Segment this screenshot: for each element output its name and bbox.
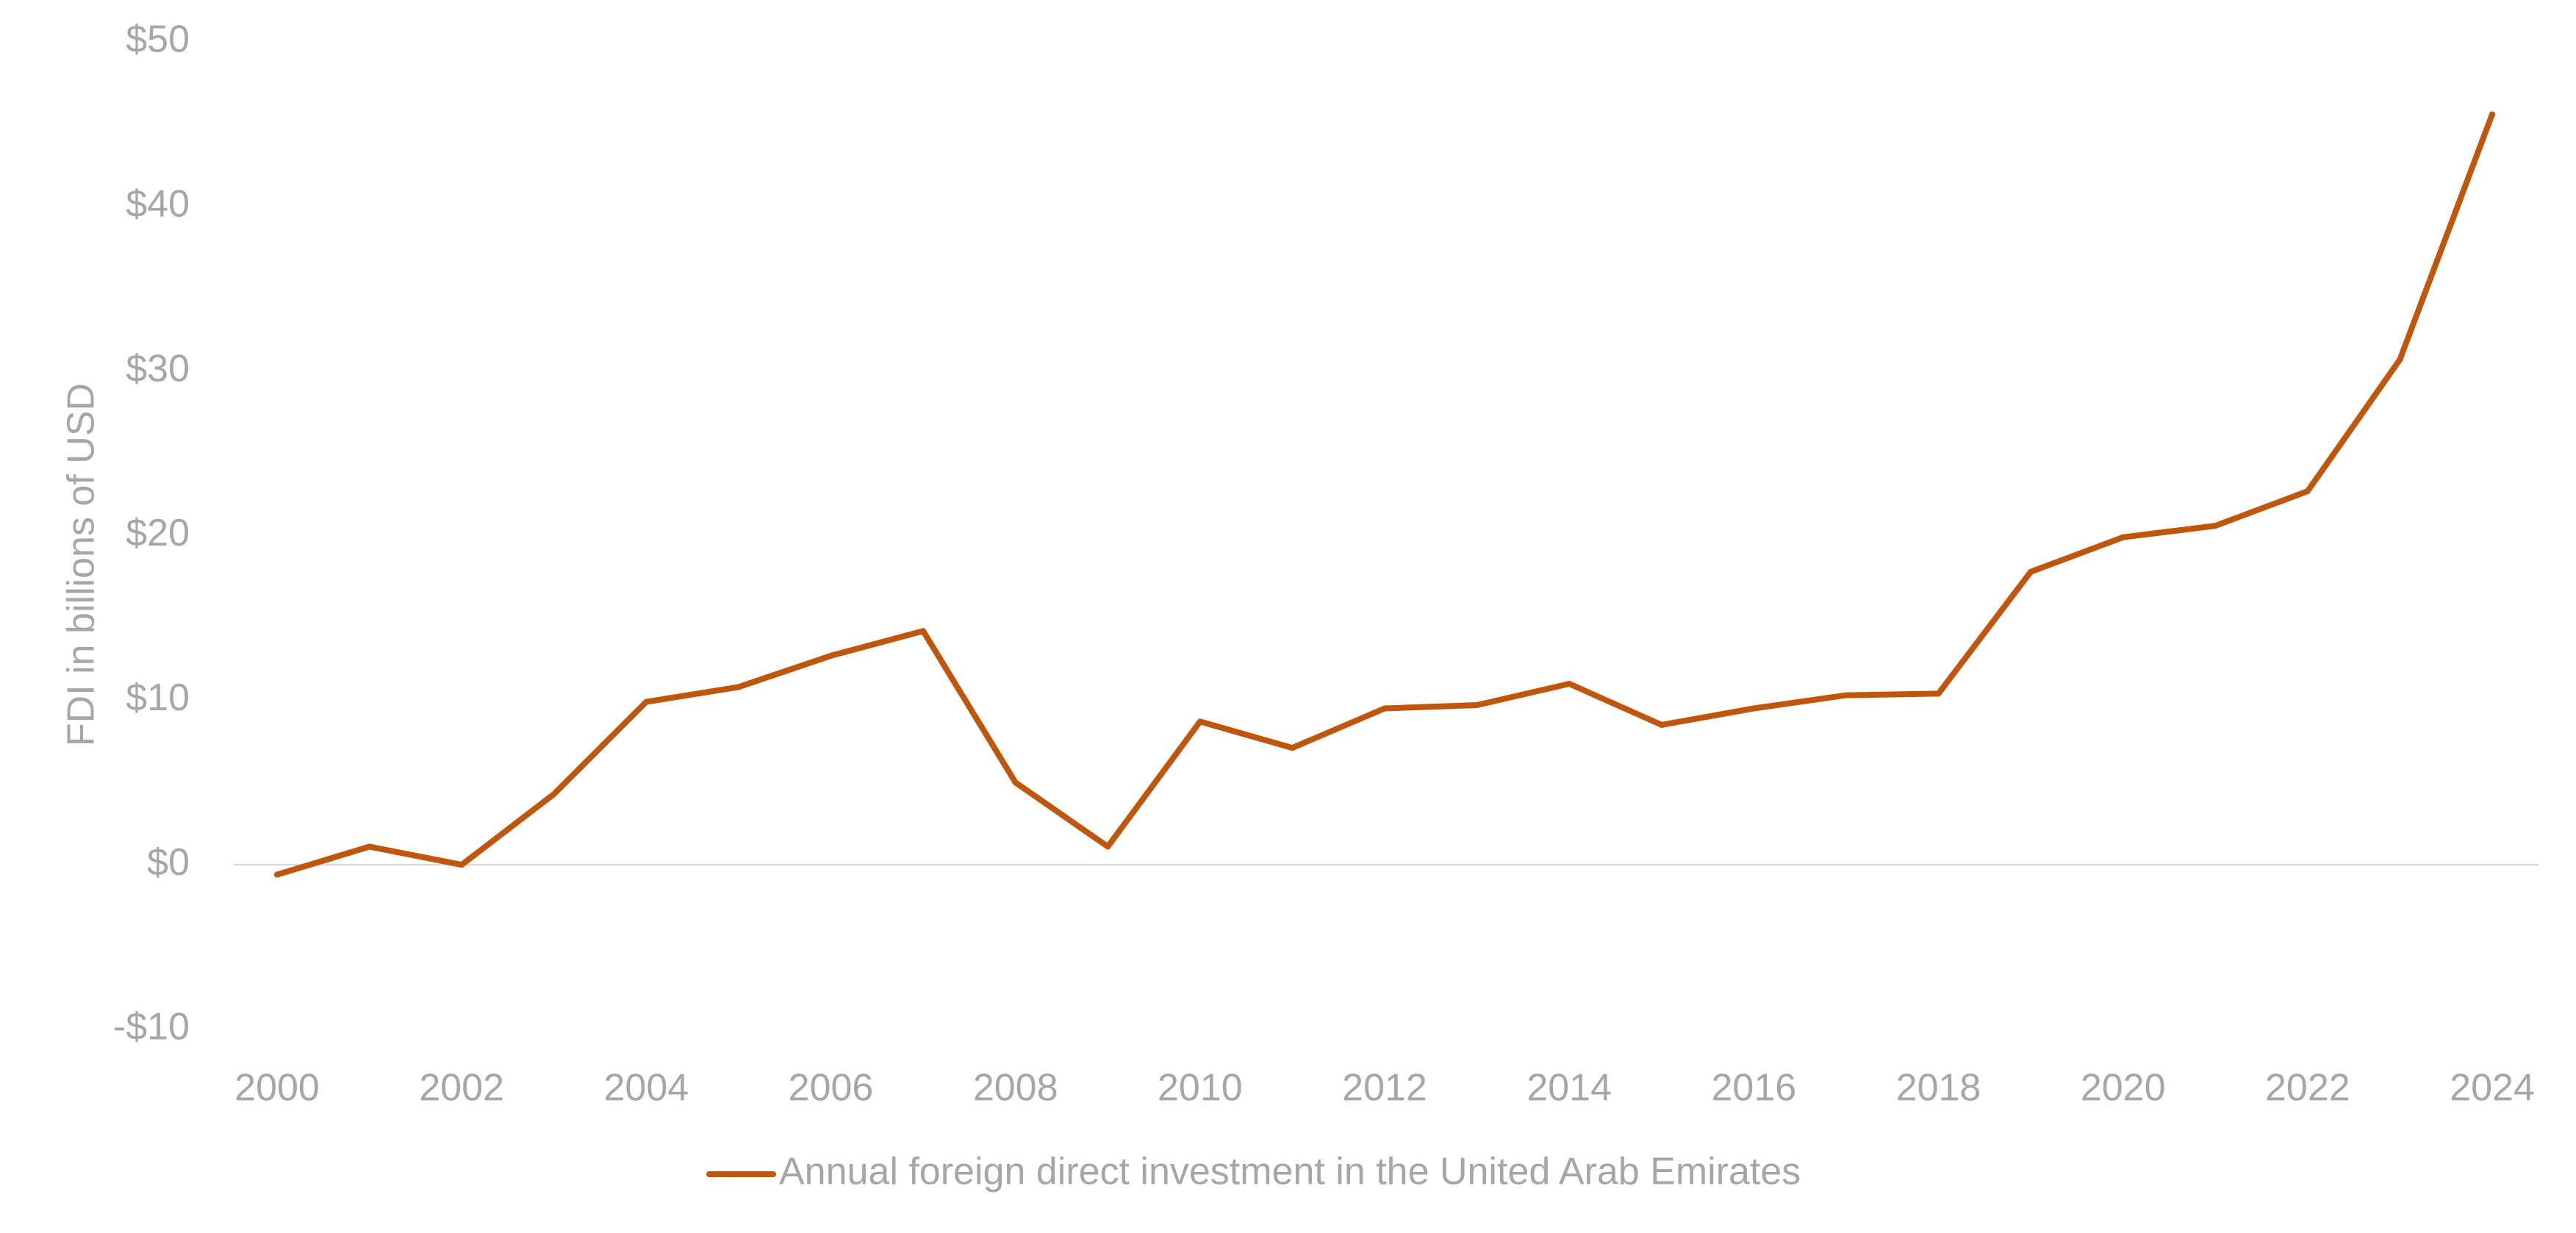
- data-point: [1382, 705, 1388, 712]
- data-point: [2304, 488, 2311, 495]
- x-tick-label: 2022: [2265, 1067, 2350, 1109]
- data-point: [1751, 705, 1757, 712]
- data-point: [1196, 718, 1203, 725]
- x-tick-label: 2002: [419, 1067, 504, 1109]
- y-tick-label: $10: [126, 676, 190, 719]
- x-tick-label: 2020: [2081, 1067, 2166, 1109]
- x-tick-label: 2000: [234, 1067, 320, 1109]
- legend: Annual foreign direct investment in the …: [706, 1151, 1801, 1193]
- x-tick-label: 2024: [2450, 1067, 2535, 1109]
- data-point: [828, 652, 834, 659]
- data-point: [643, 698, 650, 705]
- y-tick-label: $20: [126, 512, 190, 554]
- data-point: [2489, 111, 2495, 118]
- data-point: [2028, 568, 2034, 575]
- data-point: [1935, 690, 1942, 697]
- data-point: [1474, 702, 1480, 708]
- y-axis: -$10 $0 $10 $20 $30 $40 $50: [113, 18, 190, 1048]
- y-tick-label: $40: [126, 183, 190, 226]
- y-axis-label: FDI in billions of USD: [60, 383, 103, 746]
- data-point: [2397, 357, 2403, 362]
- data-point: [550, 790, 557, 797]
- x-tick-label: 2014: [1526, 1067, 1612, 1109]
- x-tick-label: 2004: [603, 1067, 689, 1109]
- x-axis: 2000 2002 2004 2006 2008 2010 2012 2014 2016 2018…: [234, 1067, 2535, 1109]
- y-tick-label: -$10: [113, 1006, 190, 1048]
- x-tick-label: 2016: [1711, 1067, 1796, 1109]
- data-point: [1658, 721, 1665, 728]
- data-point: [366, 843, 373, 850]
- series-group: [274, 111, 2495, 878]
- data-point: [459, 862, 465, 868]
- series-line: [274, 111, 2495, 878]
- data-point: [1843, 692, 1849, 698]
- x-tick-label: 2012: [1342, 1067, 1427, 1109]
- data-point: [1566, 681, 1573, 687]
- data-point: [1289, 745, 1296, 751]
- y-tick-label: $30: [126, 347, 190, 390]
- x-tick-label: 2010: [1158, 1067, 1243, 1109]
- y-tick-label: $50: [126, 18, 190, 61]
- x-tick-label: 2008: [973, 1067, 1058, 1109]
- x-tick-label: 2006: [789, 1067, 874, 1109]
- data-point: [274, 871, 280, 878]
- data-point: [2212, 523, 2219, 529]
- data-point: [1105, 843, 1111, 850]
- y-tick-label: $0: [147, 841, 190, 884]
- legend-label: Annual foreign direct investment in the …: [779, 1151, 1801, 1193]
- data-point: [920, 628, 927, 635]
- data-point: [735, 684, 742, 690]
- data-point: [1012, 779, 1019, 786]
- x-tick-label: 2018: [1896, 1067, 1981, 1109]
- data-point: [2120, 534, 2126, 540]
